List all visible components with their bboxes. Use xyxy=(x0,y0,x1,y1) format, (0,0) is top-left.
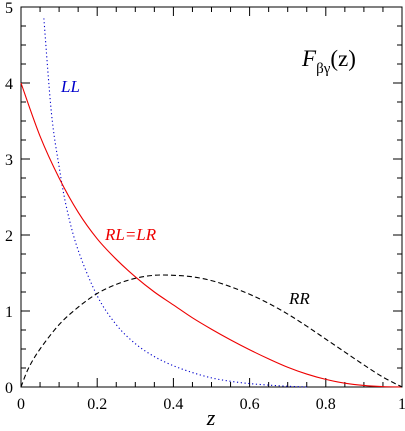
x-tick-label: 0.6 xyxy=(240,396,260,413)
y-tick-label: 3 xyxy=(5,152,13,169)
y-tick-label: 4 xyxy=(5,76,13,93)
x-tick-label: 0.2 xyxy=(87,396,107,413)
chart-title: Fβγ(z) xyxy=(301,46,356,77)
y-tick-label: 5 xyxy=(5,0,13,17)
series-layer xyxy=(20,18,403,388)
annotation-rl-lr: RL=LR xyxy=(104,225,157,244)
x-tick-label: 0.8 xyxy=(316,396,336,413)
tick-labels: 0 0.2 0.4 0.6 0.8 1 0 1 2 3 4 5 xyxy=(5,0,405,413)
chart-title-argument: (z) xyxy=(330,46,356,71)
chart-title-base: F xyxy=(301,46,317,71)
x-tick-label: 0.4 xyxy=(163,396,183,413)
x-tick-label: 0 xyxy=(17,396,25,413)
x-tick-label: 1 xyxy=(398,396,405,413)
series-line-rr xyxy=(20,274,403,388)
annotation-rr: RR xyxy=(288,289,310,308)
chart-title-subscript: βγ xyxy=(316,61,331,77)
y-tick-label: 2 xyxy=(5,228,13,245)
y-tick-label: 0 xyxy=(5,380,13,397)
series-line-rl-lr xyxy=(20,82,403,388)
y-tick-label: 1 xyxy=(5,304,13,321)
x-axis-title: z xyxy=(206,405,216,430)
tick-marks xyxy=(20,6,403,388)
series-line-ll xyxy=(43,18,307,388)
annotation-ll: LL xyxy=(60,77,80,96)
